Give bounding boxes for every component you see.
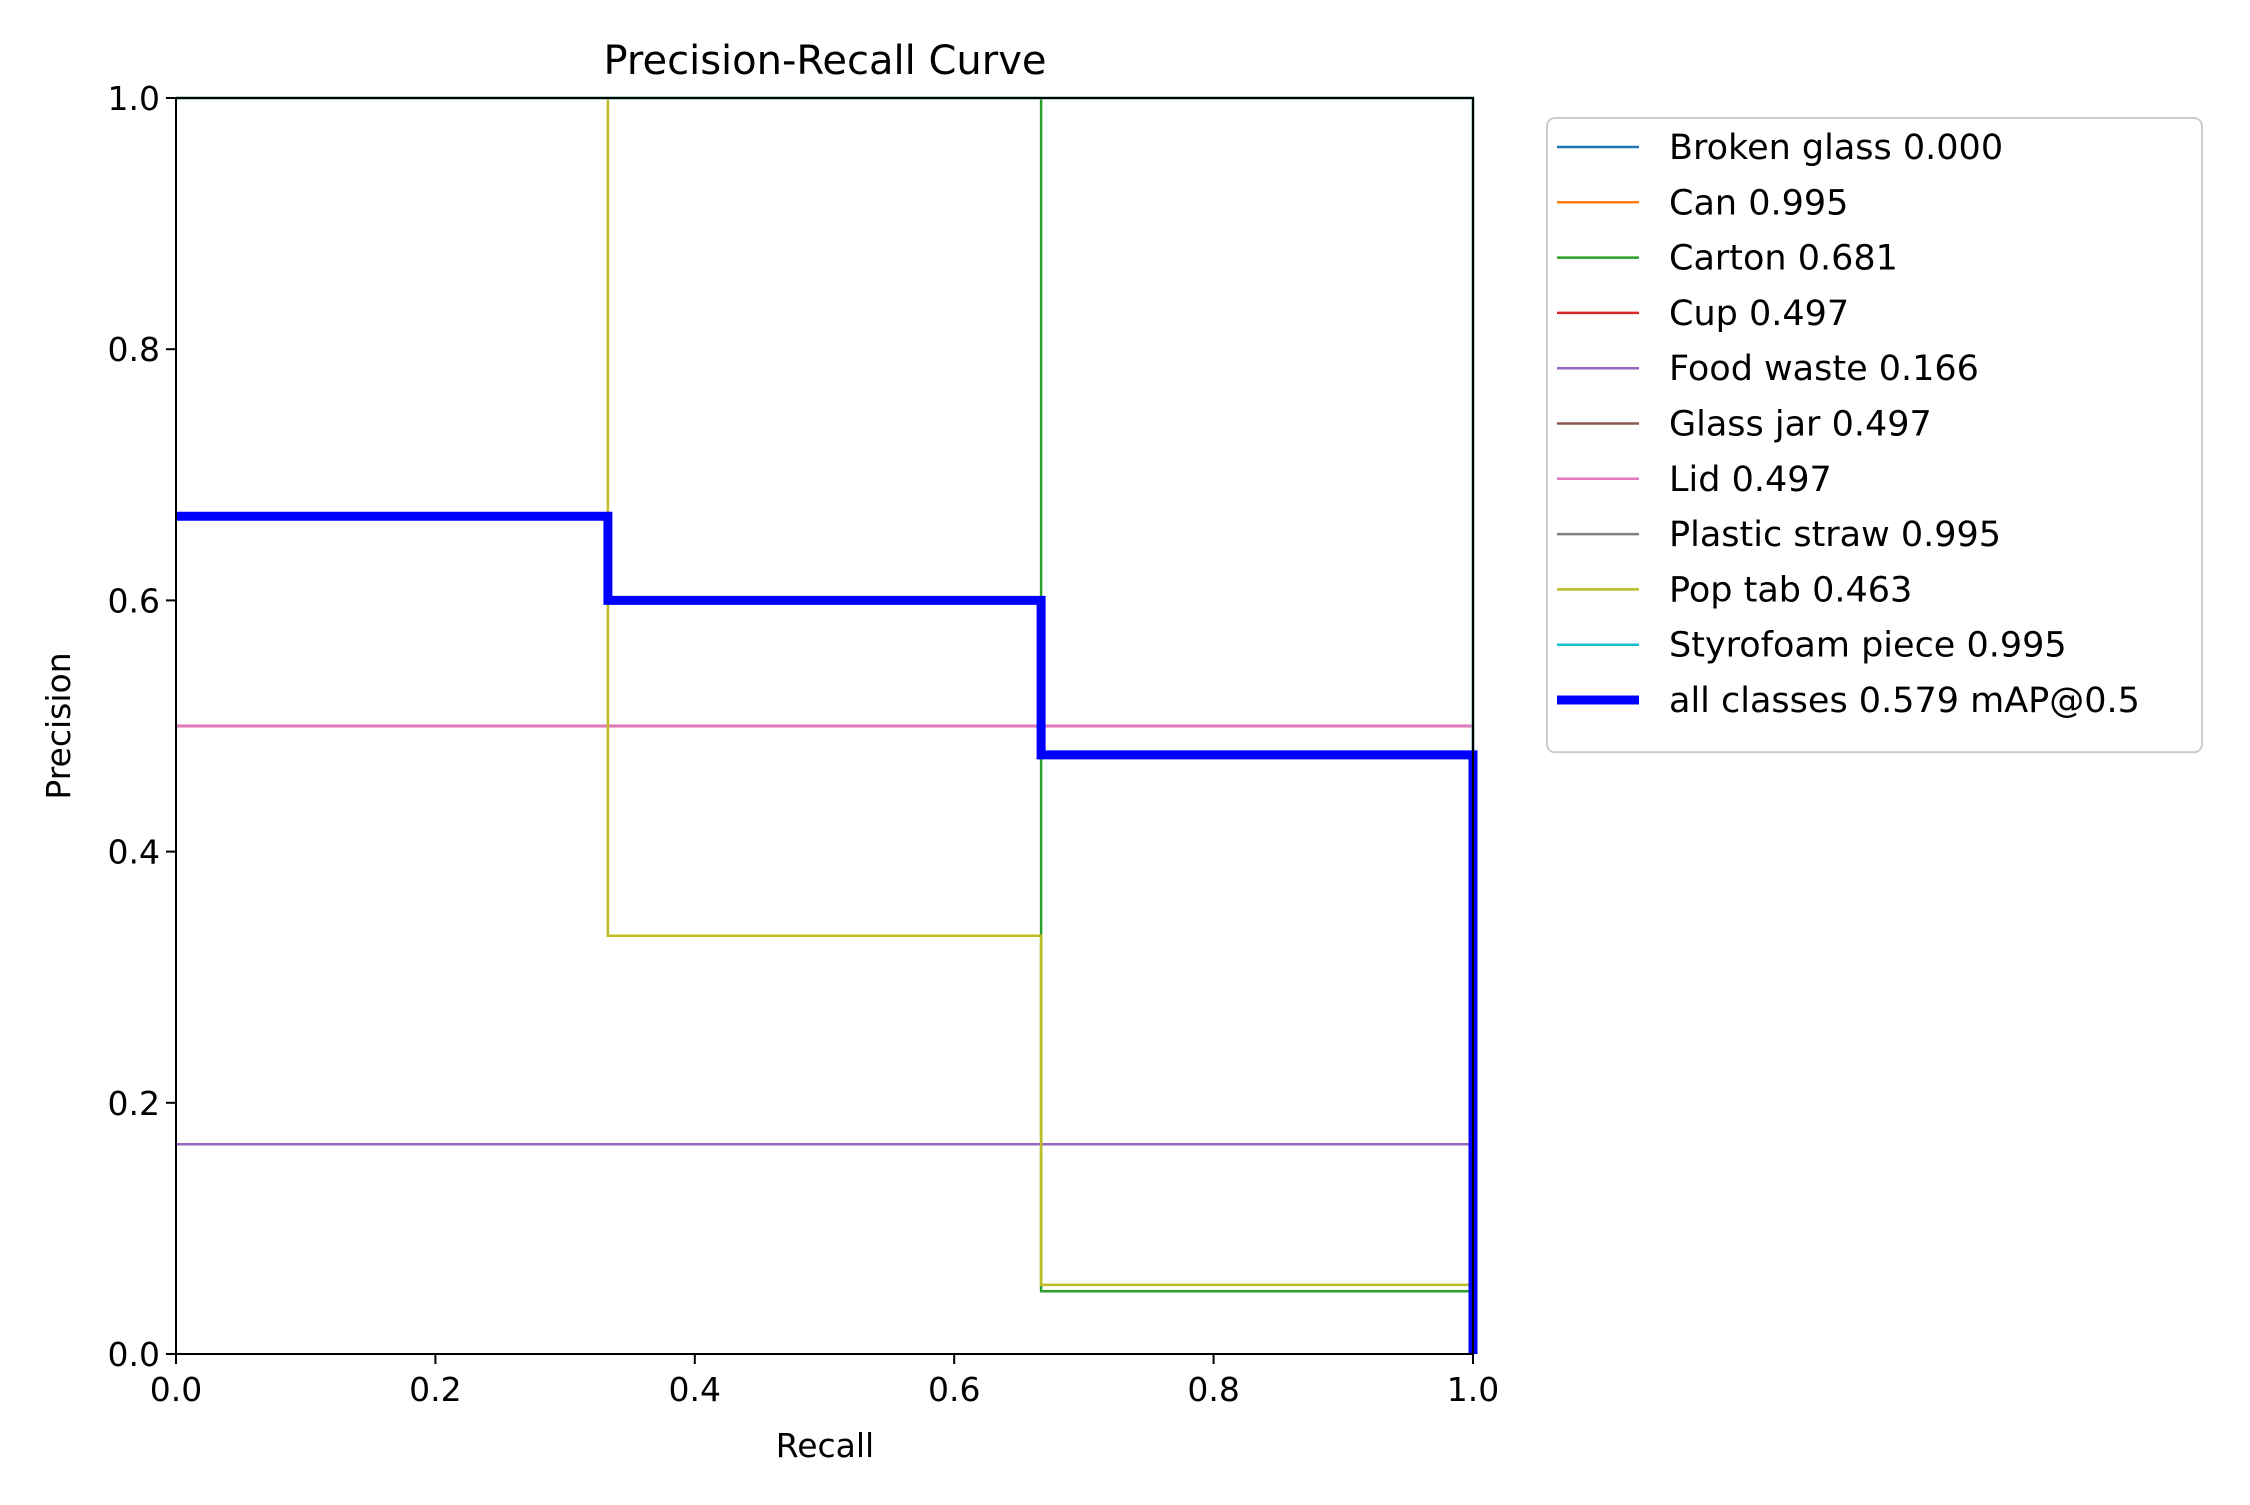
legend-label: Carton 0.681 bbox=[1669, 239, 1898, 279]
y-tick-label: 1.0 bbox=[108, 79, 160, 118]
legend-label: Can 0.995 bbox=[1669, 183, 1848, 223]
legend-label: Plastic straw 0.995 bbox=[1669, 515, 2001, 555]
legend-frame bbox=[1546, 117, 2203, 754]
legend-label: Food waste 0.166 bbox=[1669, 349, 1979, 389]
x-tick-label: 1.0 bbox=[1447, 1370, 1499, 1409]
y-tick-label: 0.4 bbox=[108, 833, 160, 872]
x-axis-label: Recall bbox=[776, 1426, 874, 1465]
x-tick-label: 0.8 bbox=[1187, 1370, 1239, 1409]
legend-label: all classes 0.579 mAP@0.5 bbox=[1669, 681, 2140, 721]
x-tick-label: 0.4 bbox=[669, 1370, 721, 1409]
y-tick-label: 0.2 bbox=[108, 1084, 160, 1123]
series-layer bbox=[176, 96, 1478, 1354]
legend-label: Glass jar 0.497 bbox=[1669, 405, 1932, 445]
chart-title: Precision-Recall Curve bbox=[604, 38, 1047, 84]
legend-label: Lid 0.497 bbox=[1669, 460, 1832, 500]
ticks-layer: 0.0 0.2 0.4 0.6 0.8 1.0 0.0 0.2 0.4 0.6 0.8 1.0 bbox=[108, 79, 1500, 1409]
series-line-glass bbox=[176, 724, 1475, 1354]
y-tick-label: 0.8 bbox=[108, 330, 160, 369]
legend-label: Pop tab 0.463 bbox=[1669, 570, 1912, 610]
x-tick-label: 0.2 bbox=[409, 1370, 461, 1409]
legend: Broken glass 0.000 Can 0.995 Carton 0.681 C… bbox=[1546, 117, 2203, 754]
series-line-food bbox=[176, 1142, 1475, 1354]
x-tick-label: 0.0 bbox=[150, 1370, 202, 1409]
legend-label: Broken glass 0.000 bbox=[1669, 128, 2003, 168]
legend-label: Cup 0.497 bbox=[1669, 294, 1849, 334]
y-tick-label: 0.6 bbox=[108, 581, 160, 620]
x-tick-label: 0.6 bbox=[928, 1370, 980, 1409]
legend-label: Styrofoam piece 0.995 bbox=[1669, 626, 2067, 666]
series-line-cup bbox=[176, 724, 1475, 1354]
axes-frame bbox=[175, 97, 1474, 1355]
series-line-lid bbox=[176, 724, 1475, 1354]
y-axis-label: Precision bbox=[39, 652, 78, 799]
y-tick-label: 0.0 bbox=[108, 1335, 160, 1374]
